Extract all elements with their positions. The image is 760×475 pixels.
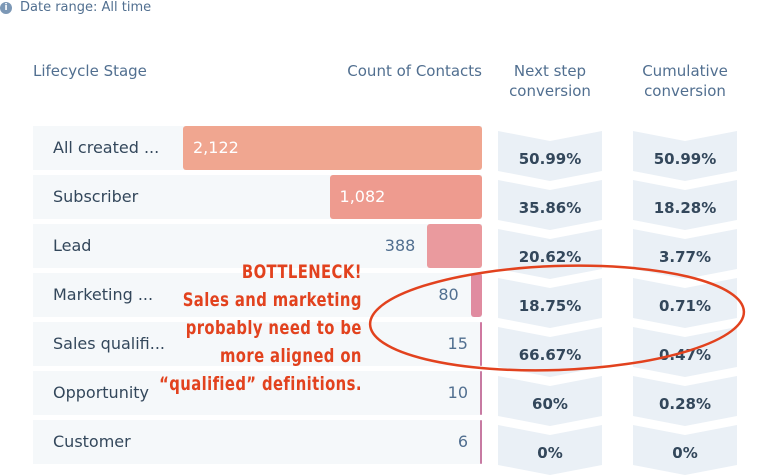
header-lifecycle-stage: Lifecycle Stage	[33, 62, 147, 80]
count-value: 388	[384, 236, 416, 255]
count-bar[interactable]	[183, 126, 482, 170]
funnel-row[interactable]: Sales qualifi... 15	[33, 322, 482, 366]
header-next-step-conversion: Next step conversion	[509, 62, 591, 100]
next-conversion-value: 35.86%	[498, 180, 602, 230]
count-value: 2,122	[193, 138, 239, 157]
stage-label: Sales qualifi...	[53, 334, 165, 353]
funnel-row[interactable]: Opportunity 10	[33, 371, 482, 415]
date-range: i Date range: All time	[0, 0, 760, 15]
count-bar[interactable]	[479, 322, 482, 366]
count-value: 15	[447, 334, 468, 353]
count-value: 10	[447, 383, 468, 402]
date-range-label: Date range: All time	[20, 0, 152, 15]
annotation-line: more aligned on	[220, 345, 362, 367]
count-value: 80	[438, 285, 459, 304]
count-value: 1,082	[339, 187, 386, 206]
count-bar[interactable]	[470, 273, 482, 317]
funnel-row[interactable]: Lead 388	[33, 224, 482, 268]
stage-label: Opportunity	[53, 383, 150, 402]
count-bar[interactable]	[480, 420, 482, 464]
count-bar[interactable]	[329, 175, 482, 219]
annotation-line: probably need to be	[185, 317, 362, 339]
header-count-of-contacts: Count of Contacts	[347, 62, 482, 80]
stage-label: Lead	[53, 236, 92, 255]
annotation-line: BOTTLENECK!	[242, 261, 362, 283]
header-cumulative-conversion: Cumulative conversion	[642, 62, 728, 100]
stage-label: Marketing ...	[53, 285, 154, 304]
stage-label: All created ...	[53, 138, 160, 157]
cumulative-conversion-value: 0%	[633, 425, 737, 475]
count-value: 6	[457, 432, 468, 451]
annotation-line: Sales and marketing	[182, 289, 362, 311]
count-bar[interactable]	[427, 224, 482, 268]
info-icon: i	[0, 1, 12, 14]
annotation-note: BOTTLENECK! Sales and marketing probably…	[159, 258, 362, 398]
funnel-row[interactable]: Customer 6	[33, 420, 482, 464]
funnel-row[interactable]: Marketing ... 80	[33, 273, 482, 317]
annotation-line: “qualified” definitions.	[159, 373, 362, 395]
stage-label: Customer	[53, 432, 131, 451]
funnel-row[interactable]: Subscriber 1,082	[33, 175, 482, 219]
count-bar[interactable]	[480, 371, 482, 415]
funnel-row[interactable]: All created ... 2,122	[33, 126, 482, 170]
cumulative-conversion-value: 0.71%	[633, 278, 737, 328]
stage-label: Subscriber	[53, 187, 139, 206]
